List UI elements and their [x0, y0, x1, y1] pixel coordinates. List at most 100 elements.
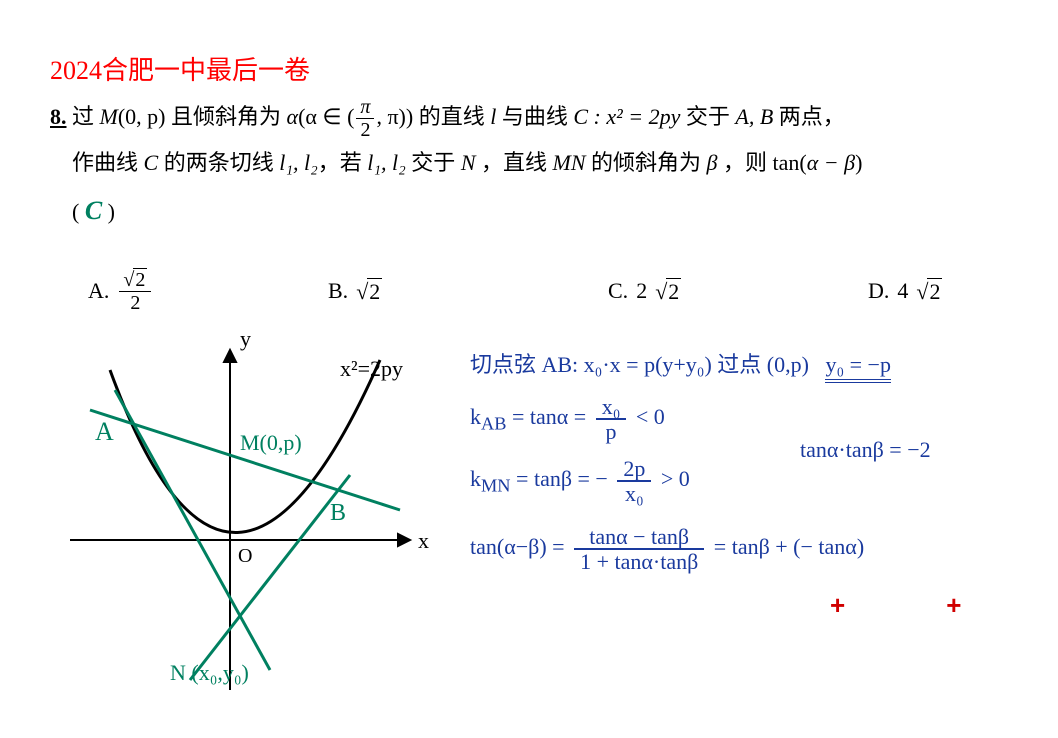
note-text: tan(α−β) =	[470, 534, 570, 559]
note-line-3: kMN = tanβ = − 2p x₀ > 0 tanα·tanβ = −2	[470, 457, 1050, 505]
q-text: (α ∈ (	[298, 104, 354, 129]
paren-close: )	[102, 199, 115, 224]
sqrt-icon: 2	[916, 278, 942, 305]
question-number: 8.	[50, 95, 67, 139]
question-body: 过 M(0, p) 且倾斜角为 α(α ∈ (π2, π)) 的直线 l 与曲线…	[72, 95, 1032, 237]
rad: 2	[927, 278, 942, 305]
rad: 2	[367, 278, 382, 305]
l1l2-b: l₁, l₂	[367, 150, 411, 175]
option-a: A. 2 2	[88, 268, 328, 314]
q-text: 两点，	[779, 104, 845, 129]
sqrt-icon: 2	[123, 268, 147, 291]
note-result: y₀ = −p	[825, 352, 890, 383]
q-text: , π))	[376, 104, 418, 129]
note-line-1: 切点弦 AB: x₀·x = p(y+y₀) 过点 (0,p) y₀ = −p	[470, 350, 1050, 381]
coef: 2	[636, 278, 647, 304]
tangent-l2	[190, 475, 350, 680]
num: tanα − tanβ	[574, 525, 704, 550]
q-text: ，若	[318, 150, 368, 175]
point-n-label: N (x₀,y₀)	[170, 660, 249, 685]
pts-AB: A, B	[735, 104, 778, 129]
origin-label: O	[238, 545, 252, 567]
den: 1 + tanα·tanβ	[574, 550, 704, 573]
opt-label: A.	[88, 278, 109, 304]
q-text: 的两条切线	[164, 150, 280, 175]
num: 2	[119, 268, 151, 292]
q-text: )	[855, 150, 862, 175]
note-text: = tanβ + (− tanα)	[714, 534, 864, 559]
den: 2	[119, 292, 151, 314]
q-text: 交于	[411, 150, 461, 175]
curve-C2: C	[144, 150, 164, 175]
num: π	[356, 96, 374, 119]
note-line-5: + +	[830, 587, 1050, 623]
paren-open: (	[72, 199, 85, 224]
plus-mark-icon: +	[830, 590, 845, 620]
note-line-2: kAB = tanα = x₀ p < 0	[470, 395, 1050, 443]
y-axis-label: y	[240, 330, 251, 351]
ab: α − β	[807, 150, 855, 175]
rad: 2	[666, 278, 681, 305]
note-text: < 0	[636, 404, 665, 429]
exam-title: 2024合肥一中最后一卷	[50, 50, 310, 87]
sqrt-icon: 2	[655, 278, 681, 305]
frac: tanα − tanβ 1 + tanα·tanβ	[574, 525, 704, 573]
note-line-4: tan(α−β) = tanα − tanβ 1 + tanα·tanβ = t…	[470, 525, 1050, 573]
point-m-label: M(0,p)	[240, 430, 302, 455]
option-c: C. 22	[608, 268, 868, 314]
alpha: α	[287, 104, 299, 129]
den: x₀	[617, 482, 651, 505]
line-l: l	[490, 104, 502, 129]
q-text: 且倾斜角为	[171, 104, 287, 129]
note-text: k	[470, 404, 481, 429]
frac: x₀ p	[596, 395, 627, 443]
q-text: 与曲线	[502, 104, 574, 129]
note-text: k	[470, 466, 481, 491]
q-text: 的直线	[419, 104, 491, 129]
q-text: (0, p)	[118, 104, 171, 129]
curve-C: C : x² = 2py	[573, 104, 685, 129]
secant-line-ab	[90, 410, 400, 510]
note-text: > 0	[661, 466, 690, 491]
note-text: = tanα =	[506, 404, 591, 429]
q-text: 交于	[686, 104, 736, 129]
den: 2	[356, 119, 374, 141]
num: 2p	[617, 457, 651, 482]
q-text: ，直线	[481, 150, 553, 175]
opt-label: D.	[868, 278, 889, 304]
plus-mark-icon: +	[946, 590, 961, 620]
option-b: B. 2	[328, 268, 608, 314]
option-d: D. 42	[868, 268, 1048, 314]
rad: 2	[133, 268, 147, 291]
frac: 2p x₀	[617, 457, 651, 505]
num: x₀	[596, 395, 627, 420]
pi-over-2: π2	[356, 96, 374, 141]
q-text: 的倾斜角为	[591, 150, 707, 175]
line-MN: MN	[553, 150, 592, 175]
note-text: = tanβ = −	[511, 466, 608, 491]
den: p	[596, 420, 627, 443]
x-axis-label: x	[418, 528, 429, 553]
curve-eq-label: x²=2py	[340, 356, 403, 381]
note-text: 切点弦 AB: x₀·x = p(y+y₀) 过点 (0,p)	[470, 352, 809, 377]
sqrt-icon: 2	[356, 278, 382, 305]
beta: β	[707, 150, 723, 175]
question-block: 8. 过 M(0, p) 且倾斜角为 α(α ∈ (π2, π)) 的直线 l …	[50, 95, 1048, 237]
parabola-diagram: y x O x²=2py A B M(0,p) N (x₀,y₀)	[40, 330, 460, 730]
point-a-label: A	[95, 417, 114, 446]
chosen-answer: C	[85, 196, 102, 225]
opt-label: B.	[328, 278, 348, 304]
q-text: 作曲线	[72, 150, 144, 175]
options-row: A. 2 2 B. 2 C. 22 D. 42	[88, 268, 1048, 314]
opt-label: C.	[608, 278, 628, 304]
diagram-svg: y x O x²=2py A B M(0,p) N (x₀,y₀)	[40, 330, 460, 730]
l1l2: l₁, l₂	[279, 150, 318, 175]
solution-notes: 切点弦 AB: x₀·x = p(y+y₀) 过点 (0,p) y₀ = −p …	[470, 350, 1050, 638]
opt-a-frac: 2 2	[119, 268, 151, 314]
point-b-label: B	[330, 500, 346, 526]
sub: MN	[481, 476, 511, 496]
sub: AB	[481, 413, 506, 433]
point-M: M	[100, 104, 118, 129]
coef: 4	[897, 278, 908, 304]
q-text: 过	[72, 104, 100, 129]
